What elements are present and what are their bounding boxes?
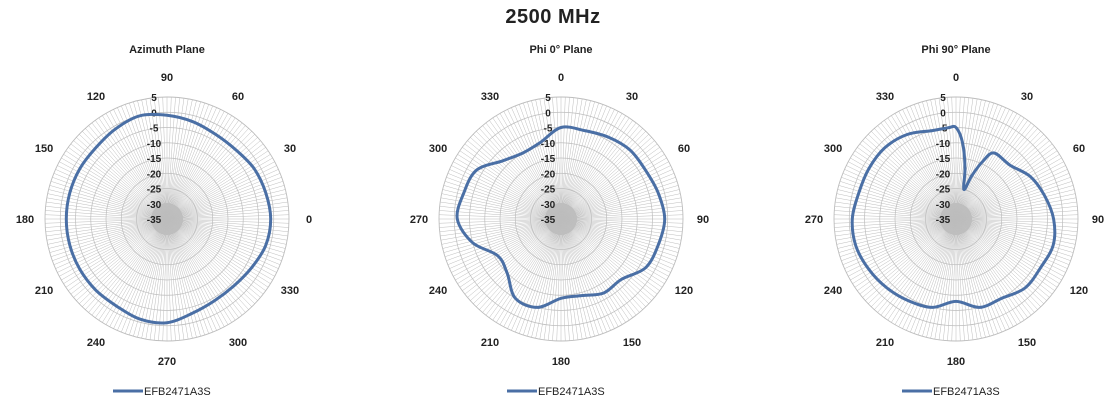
radial-tick-label: -30: [541, 200, 556, 211]
angle-tick-label: 150: [35, 143, 53, 155]
angle-tick-label: 150: [623, 337, 641, 349]
radial-tick-label: -25: [147, 185, 162, 196]
radial-tick-label: -15: [936, 154, 951, 165]
radial-tick-label: -35: [936, 215, 951, 226]
angle-tick-label: 330: [876, 91, 894, 103]
radial-tick-label: -30: [147, 200, 162, 211]
angle-tick-label: 120: [1070, 285, 1088, 297]
grid-ring: [90, 142, 244, 296]
main-title: 2500 MHz: [505, 6, 601, 28]
angle-tick-label: 90: [1092, 214, 1104, 226]
series-line: [455, 125, 667, 309]
radial-tick-label: -15: [541, 154, 556, 165]
grid-ring: [894, 157, 1018, 281]
grid-ring: [120, 172, 214, 266]
radial-tick-label: 5: [151, 93, 157, 104]
radial-tick-label: -20: [541, 169, 556, 180]
angle-tick-label: 90: [161, 72, 173, 84]
grid-ring: [44, 96, 290, 342]
radial-tick-label: 5: [940, 93, 946, 104]
angle-tick-label: 120: [675, 285, 693, 297]
grid-ring: [59, 111, 275, 327]
angle-tick-label: 210: [481, 337, 499, 349]
series-line: [64, 112, 273, 325]
grid-ring: [484, 142, 638, 296]
legend-label: EFB2471A3S: [933, 386, 1000, 398]
grid-ring: [75, 127, 259, 311]
radial-tick-label: -10: [541, 139, 556, 150]
angle-tick-label: 330: [281, 285, 299, 297]
angle-tick-label: 180: [16, 214, 34, 226]
plot-title: Azimuth Plane: [129, 44, 205, 56]
radial-tick-label: -35: [147, 215, 162, 226]
legend-label: EFB2471A3S: [538, 386, 605, 398]
angle-tick-label: 60: [1073, 143, 1085, 155]
angle-tick-label: 240: [429, 285, 447, 297]
angle-tick-label: 270: [805, 214, 823, 226]
angle-tick-label: 210: [35, 285, 53, 297]
grid-ring: [545, 203, 577, 235]
plot-title: Phi 0° Plane: [529, 44, 592, 56]
grid-ring: [499, 157, 623, 281]
grid-ring: [453, 111, 669, 327]
angle-tick-label: 210: [876, 337, 894, 349]
angle-tick-label: 300: [229, 337, 247, 349]
radial-tick-label: -5: [544, 124, 553, 135]
grid-ring: [105, 157, 229, 281]
angle-tick-label: 300: [824, 143, 842, 155]
radial-tick-label: -10: [936, 139, 951, 150]
angle-tick-label: 30: [1021, 91, 1033, 103]
radial-tick-label: -30: [936, 200, 951, 211]
angle-tick-label: 120: [87, 91, 105, 103]
angle-tick-label: 240: [87, 337, 105, 349]
angle-tick-label: 180: [947, 356, 965, 368]
radial-tick-label: -5: [150, 124, 159, 135]
legend-label: EFB2471A3S: [144, 386, 211, 398]
plot-title: Phi 90° Plane: [921, 44, 990, 56]
grid-ring: [940, 203, 972, 235]
angle-tick-label: 240: [824, 285, 842, 297]
angle-tick-label: 300: [429, 143, 447, 155]
angle-tick-label: 0: [953, 72, 959, 84]
grid-ring: [438, 96, 684, 342]
radial-tick-label: -35: [541, 215, 556, 226]
grid-ring: [136, 188, 198, 250]
angle-tick-label: 60: [232, 91, 244, 103]
radial-tick-label: 0: [545, 108, 551, 119]
angle-tick-label: 0: [306, 214, 312, 226]
angle-tick-label: 150: [1018, 337, 1036, 349]
angle-tick-label: 90: [697, 214, 709, 226]
angle-tick-label: 60: [678, 143, 690, 155]
grid-ring: [848, 111, 1064, 327]
radial-tick-label: -15: [147, 154, 162, 165]
grid-ring: [879, 142, 1033, 296]
angle-tick-label: 180: [552, 356, 570, 368]
grid-ring: [909, 172, 1003, 266]
grid-ring: [833, 96, 1079, 342]
grid-ring: [925, 188, 987, 250]
angle-tick-label: 0: [558, 72, 564, 84]
angle-tick-label: 30: [284, 143, 296, 155]
radial-tick-label: -20: [936, 169, 951, 180]
angle-tick-label: 270: [410, 214, 428, 226]
radial-tick-label: 5: [545, 93, 551, 104]
radial-tick-label: 0: [940, 108, 946, 119]
series-line: [850, 124, 1057, 309]
radial-tick-label: -25: [936, 185, 951, 196]
angle-tick-label: 270: [158, 356, 176, 368]
angle-tick-label: 330: [481, 91, 499, 103]
radial-tick-label: -20: [147, 169, 162, 180]
angle-tick-label: 30: [626, 91, 638, 103]
radial-tick-label: -25: [541, 185, 556, 196]
grid-ring: [151, 203, 183, 235]
grid-ring: [514, 172, 608, 266]
radial-tick-label: -10: [147, 139, 162, 150]
grid-ring: [530, 188, 592, 250]
